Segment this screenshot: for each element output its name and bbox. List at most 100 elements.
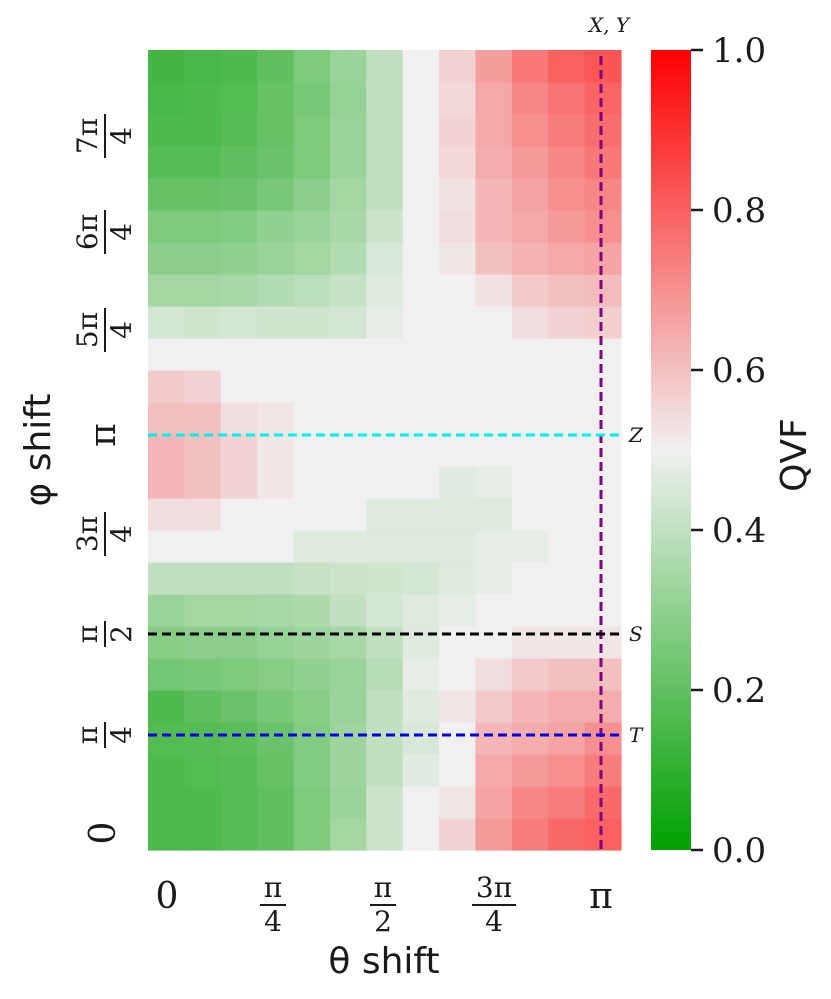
- heatmap-cell: [220, 658, 258, 691]
- heatmap-cell: [329, 370, 367, 403]
- heatmap-cell: [366, 210, 404, 243]
- heatmap-cell: [439, 818, 477, 851]
- y-tick-label: 6π: [71, 214, 104, 250]
- heatmap-cell: [402, 146, 440, 179]
- heatmap-cell: [511, 530, 549, 563]
- heatmap-cell: [584, 530, 622, 563]
- heatmap-cell: [584, 818, 622, 851]
- heatmap-cell: [293, 178, 331, 211]
- colorbar-tick-label: 1.0: [712, 31, 766, 71]
- y-tick-label: 4: [105, 321, 138, 339]
- heatmap-cell: [511, 690, 549, 723]
- heatmap-cell: [366, 146, 404, 179]
- heatmap-cell: [439, 530, 477, 563]
- heatmap-cell: [548, 690, 586, 723]
- heatmap-cell: [584, 370, 622, 403]
- heatmap-cell: [293, 434, 331, 467]
- colorbar: 0.0 0.2 0.4 0.6 0.8 1.0: [651, 31, 766, 871]
- heatmap-cell: [475, 146, 513, 179]
- heatmap-cell: [293, 210, 331, 243]
- heatmap-cell: [329, 178, 367, 211]
- heatmap-cell: [402, 562, 440, 595]
- heatmap-cell: [584, 434, 622, 467]
- heatmap-cell: [475, 562, 513, 595]
- heatmap-cell: [511, 626, 549, 659]
- heatmap-cell: [366, 114, 404, 147]
- heatmap-cell: [511, 722, 549, 755]
- y-tick-label: 3π: [71, 516, 104, 552]
- heatmap-cell: [439, 690, 477, 723]
- heatmap-cell: [257, 562, 295, 595]
- heatmap-cell: [293, 594, 331, 627]
- heatmap-cell: [548, 722, 586, 755]
- heatmap-cell: [257, 178, 295, 211]
- heatmap-cell: [220, 530, 258, 563]
- heatmap-cell: [475, 466, 513, 499]
- heatmap-cell: [148, 786, 185, 819]
- x-tick-label: π: [264, 871, 282, 904]
- heatmap-cell: [584, 690, 622, 723]
- heatmap-cell: [257, 434, 295, 467]
- heatmap-cell: [402, 658, 440, 691]
- heatmap-cell: [511, 178, 549, 211]
- colorbar-tick-label: 0.8: [712, 191, 766, 231]
- heatmap-cell: [220, 754, 258, 787]
- heatmap-cell: [511, 786, 549, 819]
- heatmap-cell: [439, 306, 477, 339]
- heatmap-cell: [257, 690, 295, 723]
- heatmap-cell: [548, 50, 586, 83]
- colorbar-ticks: 0.0 0.2 0.4 0.6 0.8 1.0: [691, 31, 766, 871]
- heatmap-cells: [148, 50, 622, 851]
- heatmap-cell: [366, 434, 404, 467]
- heatmap-cell: [511, 82, 549, 115]
- heatmap-cell: [548, 114, 586, 147]
- heatmap-cell: [257, 338, 295, 371]
- heatmap-cell: [402, 594, 440, 627]
- x-tick-label: 2: [374, 905, 392, 938]
- heatmap-cell: [475, 722, 513, 755]
- heatmap-cell: [148, 338, 185, 371]
- heatmap-cell: [220, 498, 258, 531]
- heatmap-cell: [402, 402, 440, 435]
- heatmap-cell: [148, 626, 185, 659]
- heatmap-cell: [257, 530, 295, 563]
- colorbar-tick-label: 0.6: [712, 351, 766, 391]
- heatmap-cell: [548, 178, 586, 211]
- heatmap-cell: [548, 274, 586, 307]
- heatmap-cell: [366, 402, 404, 435]
- heatmap-cell: [511, 114, 549, 147]
- heatmap-cell: [439, 722, 477, 755]
- heatmap-cell: [439, 178, 477, 211]
- heatmap-cell: [584, 786, 622, 819]
- heatmap-cell: [329, 818, 367, 851]
- heatmap-cell: [148, 178, 185, 211]
- heatmap-cell: [293, 530, 331, 563]
- heatmap-cell: [439, 210, 477, 243]
- heatmap-cell: [402, 82, 440, 115]
- y-tick-label: π: [83, 423, 124, 447]
- heatmap-cell: [439, 594, 477, 627]
- heatmap-cell: [402, 754, 440, 787]
- heatmap-cell: [293, 658, 331, 691]
- heatmap-cell: [220, 114, 258, 147]
- x-tick-label: 3π: [476, 871, 512, 904]
- heatmap-cell: [366, 178, 404, 211]
- heatmap-cell: [184, 786, 222, 819]
- colorbar-tick-label: 0.0: [712, 831, 766, 871]
- heatmap-cell: [329, 338, 367, 371]
- heatmap-cell: [475, 690, 513, 723]
- heatmap-cell: [584, 50, 622, 83]
- heatmap-cell: [475, 434, 513, 467]
- heatmap-cell: [184, 498, 222, 531]
- line-label: S: [629, 622, 643, 646]
- heatmap-cell: [584, 146, 622, 179]
- y-tick: 3π 4: [71, 512, 138, 556]
- heatmap-cell: [366, 274, 404, 307]
- reference-lines: X, Y Z S T: [148, 13, 644, 850]
- heatmap-cell: [366, 786, 404, 819]
- heatmap-cell: [548, 210, 586, 243]
- y-tick-label: 4: [105, 127, 138, 145]
